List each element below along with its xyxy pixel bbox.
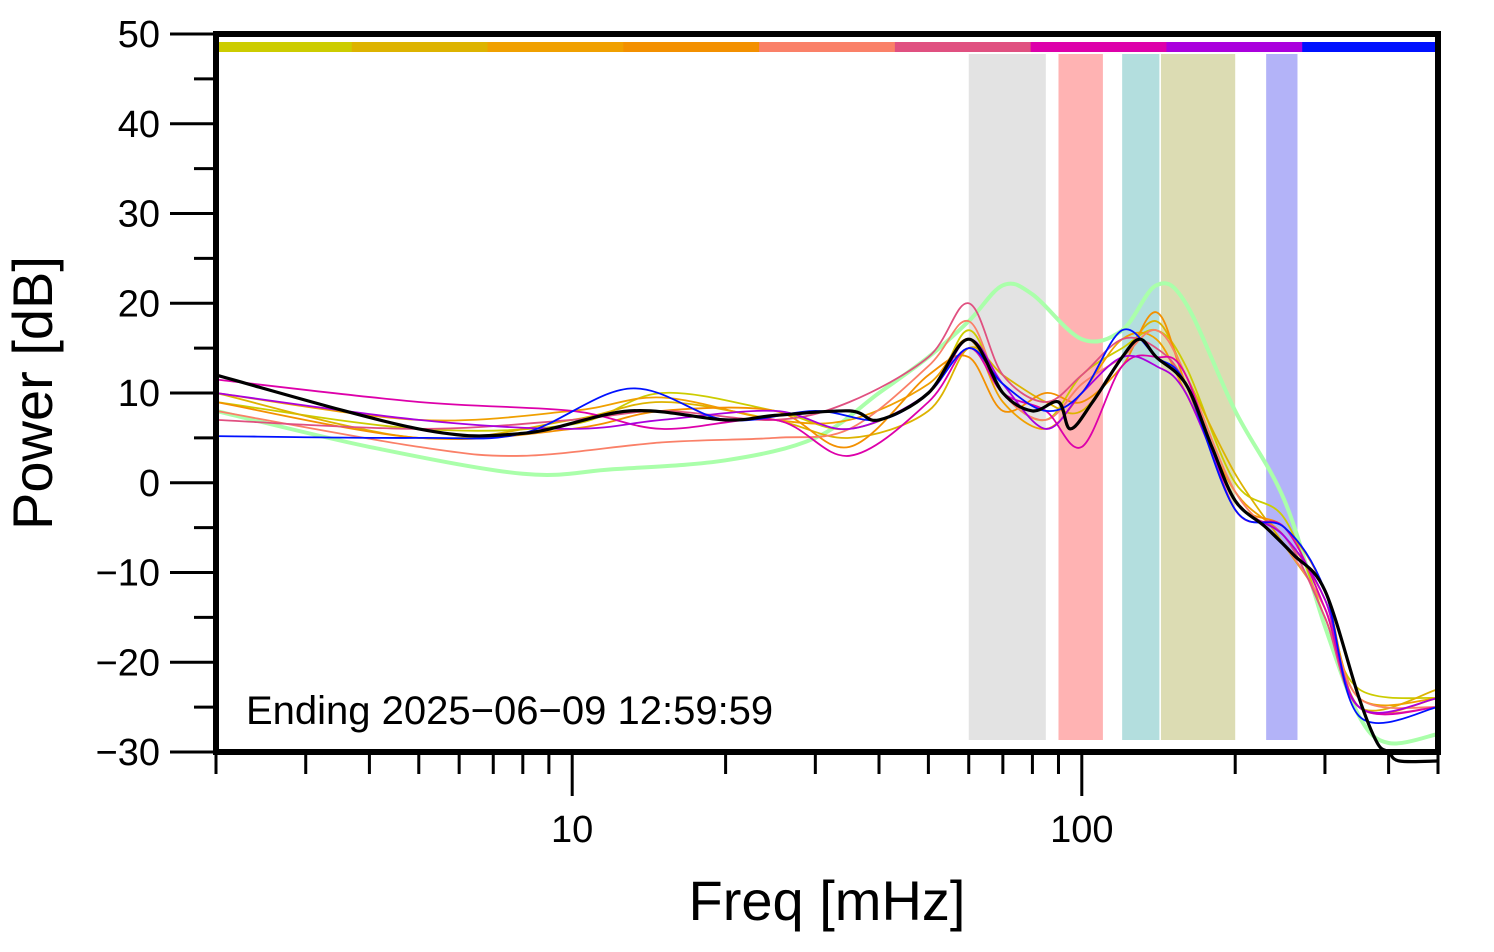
- series-lines: [215, 281, 1439, 764]
- series-line: [215, 320, 1439, 710]
- y-tick-label: −20: [96, 642, 160, 684]
- x-axis-title: Freq [mHz]: [689, 869, 966, 932]
- series-line: [215, 328, 1439, 724]
- y-tick-label: 10: [118, 373, 160, 415]
- y-tick-label: 0: [139, 463, 160, 505]
- color-bar-segment: [351, 42, 489, 52]
- plot-frame: [213, 31, 1441, 755]
- frequency-band: [1266, 54, 1298, 740]
- x-axis: 10 100: [214, 752, 1440, 851]
- y-tick-label: 40: [118, 104, 160, 146]
- color-bar-segment: [1166, 42, 1303, 52]
- color-bar-segment: [623, 42, 760, 52]
- series-line: [215, 302, 1439, 715]
- color-bar-segment: [1030, 42, 1167, 52]
- y-tick-label: 20: [118, 283, 160, 325]
- color-bar-segment: [759, 42, 896, 52]
- x-tick-label: 100: [1050, 809, 1113, 851]
- series-line: [215, 337, 1439, 764]
- top-color-bar: [216, 42, 1439, 52]
- ending-timestamp: Ending 2025−06−09 12:59:59: [246, 689, 773, 733]
- y-tick-label: 50: [118, 14, 160, 56]
- series-line: [215, 338, 1439, 714]
- color-bar-segment: [487, 42, 624, 52]
- y-tick-label: −30: [96, 732, 160, 774]
- color-bar-segment: [894, 42, 1032, 52]
- color-bar-segment: [1302, 42, 1439, 52]
- frequency-band: [1122, 54, 1160, 740]
- series-line: [215, 281, 1439, 746]
- series-line: [215, 328, 1439, 700]
- y-axis: 50 40 30 20 10 0 −10 −20 −30: [96, 14, 216, 774]
- y-axis-title: Power [dB]: [1, 256, 64, 530]
- y-tick-label: 30: [118, 194, 160, 236]
- y-tick-label: −10: [96, 553, 160, 595]
- color-bar-segment: [216, 42, 353, 52]
- x-tick-label: 10: [551, 809, 593, 851]
- series-line: [215, 347, 1439, 716]
